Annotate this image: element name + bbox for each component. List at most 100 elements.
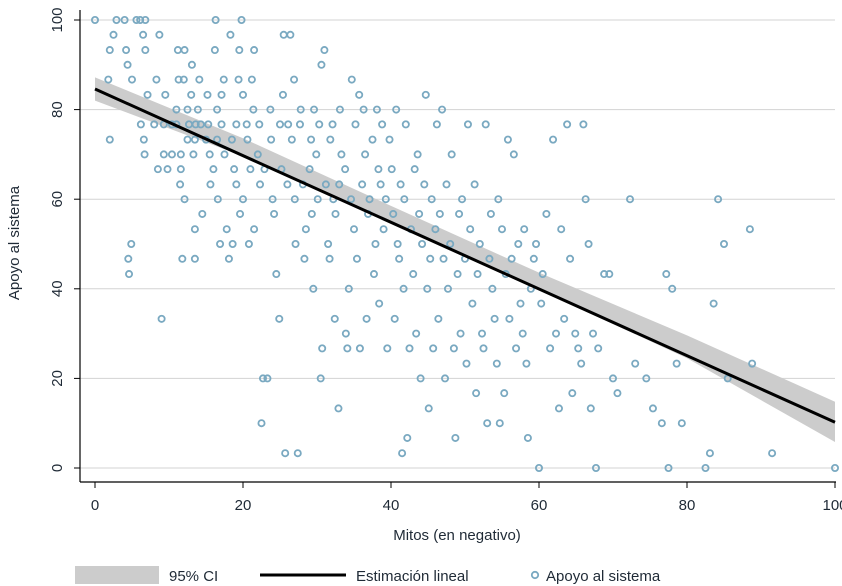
data-point (424, 404, 433, 413)
data-point (376, 180, 385, 189)
data-point (190, 225, 199, 234)
data-point (664, 463, 673, 472)
data-points-layer (91, 15, 840, 472)
data-point (631, 359, 640, 368)
data-point (705, 449, 714, 458)
data-point (238, 90, 247, 99)
data-point (315, 120, 324, 129)
data-point (242, 120, 251, 129)
data-point (331, 209, 340, 218)
data-point (479, 344, 488, 353)
data-point (409, 270, 418, 279)
data-point (831, 463, 840, 472)
data-point (453, 270, 462, 279)
data-point (230, 165, 239, 174)
data-point (372, 105, 381, 114)
data-point (320, 46, 329, 55)
data-point (462, 359, 471, 368)
data-point (263, 374, 272, 383)
data-point (187, 60, 196, 69)
data-point (187, 90, 196, 99)
data-point (401, 120, 410, 129)
data-point (232, 180, 241, 189)
data-point (293, 449, 302, 458)
data-point (174, 75, 183, 84)
data-point (470, 180, 479, 189)
data-point (426, 254, 435, 263)
legend-ci-swatch (75, 566, 159, 584)
data-point (371, 239, 380, 248)
data-point (355, 344, 364, 353)
y-tick-label: 80 (49, 101, 66, 118)
data-point (642, 374, 651, 383)
data-point (283, 180, 292, 189)
data-point (516, 299, 525, 308)
data-point (609, 374, 618, 383)
data-point (287, 135, 296, 144)
x-tick-label: 40 (383, 497, 400, 514)
data-point (438, 105, 447, 114)
data-point (574, 344, 583, 353)
data-point (125, 270, 134, 279)
data-point (589, 329, 598, 338)
data-point (442, 180, 451, 189)
data-point (390, 314, 399, 323)
data-point (581, 195, 590, 204)
data-point (537, 299, 546, 308)
data-point (305, 165, 314, 174)
ci-band (95, 77, 835, 443)
x-tick-label: 80 (679, 497, 696, 514)
data-point (172, 105, 181, 114)
y-tick-label: 100 (49, 7, 66, 32)
data-point (167, 150, 176, 159)
x-axis-title: Mitos (en negativo) (393, 527, 521, 544)
data-point (478, 329, 487, 338)
data-point (421, 90, 430, 99)
data-point (190, 135, 199, 144)
data-point (505, 314, 514, 323)
data-point (211, 15, 220, 24)
data-point (191, 120, 200, 129)
data-point (286, 30, 295, 39)
data-point (379, 225, 388, 234)
data-point (381, 195, 390, 204)
data-point (486, 209, 495, 218)
data-point (301, 225, 310, 234)
data-point (554, 404, 563, 413)
data-point (490, 314, 499, 323)
data-point (355, 90, 364, 99)
data-point (435, 209, 444, 218)
data-point (420, 180, 429, 189)
data-point (546, 344, 555, 353)
data-point (183, 105, 192, 114)
data-point (341, 165, 350, 174)
data-point (359, 105, 368, 114)
y-tick-label: 20 (49, 370, 66, 387)
data-point (449, 344, 458, 353)
data-point (466, 225, 475, 234)
data-point (347, 75, 356, 84)
data-point (418, 239, 427, 248)
data-point (720, 239, 729, 248)
data-point (473, 270, 482, 279)
data-point (542, 209, 551, 218)
data-point (139, 135, 148, 144)
data-point (104, 75, 113, 84)
data-point (140, 150, 149, 159)
data-point (247, 75, 256, 84)
data-point (626, 195, 635, 204)
data-point (316, 374, 325, 383)
data-point (344, 284, 353, 293)
data-point (432, 120, 441, 129)
data-point (594, 344, 603, 353)
data-point (157, 314, 166, 323)
data-point (709, 299, 718, 308)
data-point (325, 254, 334, 263)
data-point (176, 150, 185, 159)
data-point (300, 254, 309, 263)
data-point (334, 404, 343, 413)
data-point (492, 359, 501, 368)
data-point (577, 359, 586, 368)
data-point (358, 180, 367, 189)
y-tick-label: 40 (49, 280, 66, 297)
